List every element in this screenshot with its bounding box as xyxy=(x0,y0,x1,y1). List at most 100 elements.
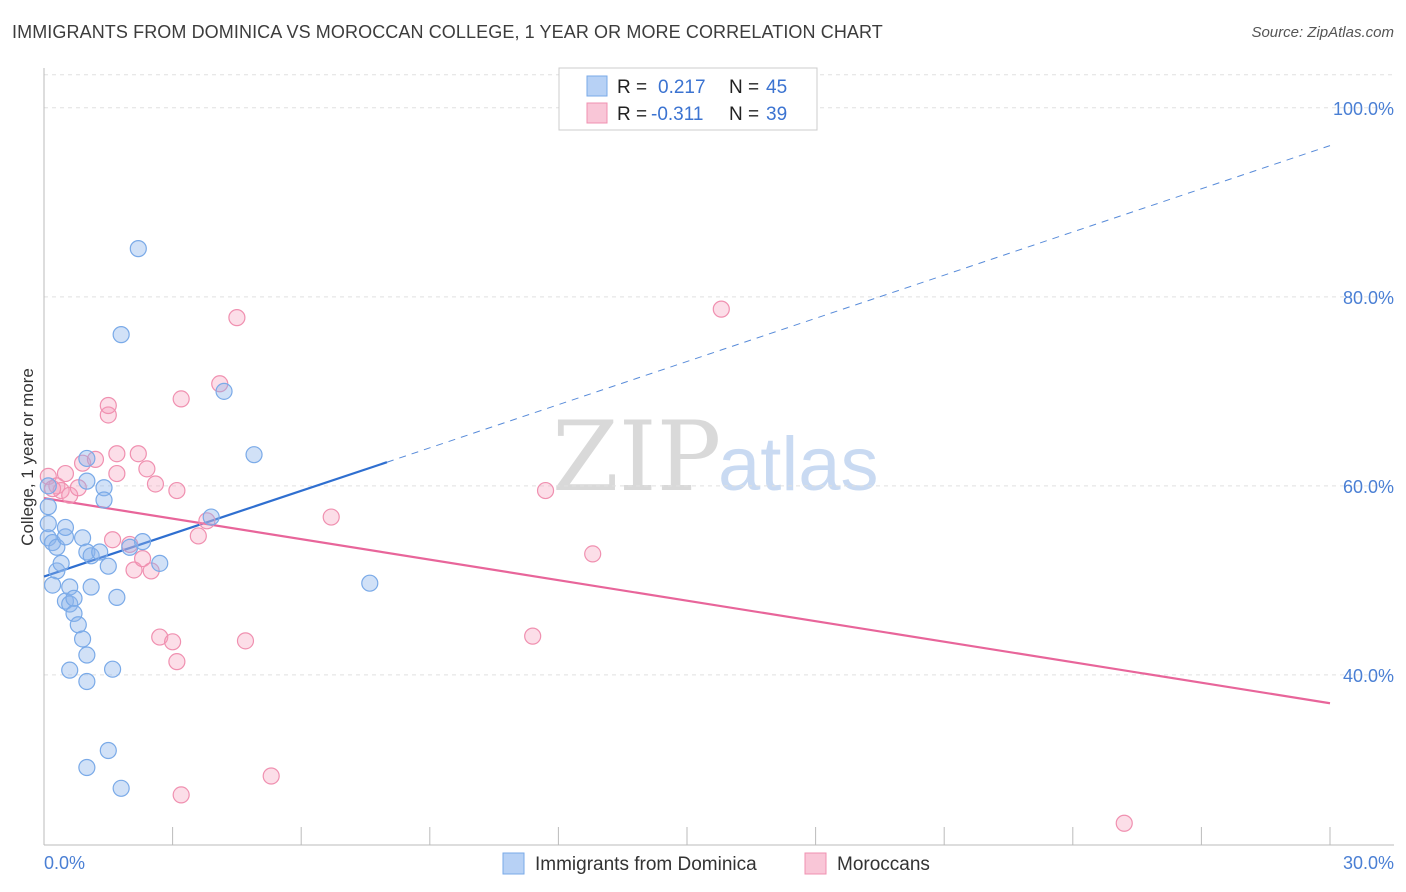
legend-n-value-pink: 39 xyxy=(766,104,787,125)
point-moroccans-36 xyxy=(712,300,730,318)
legend-n-label-blue: N = xyxy=(729,77,759,98)
point-dominica-44 xyxy=(39,477,57,495)
point-moroccans-17 xyxy=(138,460,156,478)
point-dominica-26 xyxy=(99,557,117,575)
trend-line-dominica-extension xyxy=(386,145,1331,463)
point-dominica-19 xyxy=(82,547,100,565)
legend-swatch-pink xyxy=(586,102,608,124)
point-moroccans-3 xyxy=(56,464,75,483)
point-moroccans-14 xyxy=(125,561,143,579)
point-dominica-21 xyxy=(78,449,96,468)
point-dominica-31 xyxy=(103,660,122,678)
legend-r-label-pink: R = xyxy=(617,104,647,125)
legend-r-label-blue: R = xyxy=(617,77,647,98)
y-tick-labels: 40.0% 60.0% 80.0% 100.0% xyxy=(1333,99,1394,686)
point-moroccans-20 xyxy=(151,628,169,646)
point-moroccans-24 xyxy=(172,390,190,408)
gridlines xyxy=(44,74,1394,676)
point-dominica-36 xyxy=(112,326,130,344)
point-dominica-12 xyxy=(65,604,83,623)
trend-lines xyxy=(43,145,1331,705)
point-dominica-37 xyxy=(112,779,130,797)
axes xyxy=(43,68,1394,846)
point-dominica-39 xyxy=(99,741,117,760)
chart-title: IMMIGRANTS FROM DOMINICA VS MOROCCAN COL… xyxy=(12,22,883,42)
point-dominica-23 xyxy=(91,543,109,561)
point-dominica-29 xyxy=(78,646,96,664)
point-moroccans-7 xyxy=(86,450,105,468)
source-label: Source: ZipAtlas.com xyxy=(1251,24,1394,41)
y-tick-label-40: 40.0% xyxy=(1343,666,1394,686)
x-tick-label-min: 0.0% xyxy=(44,853,85,873)
point-dominica-20 xyxy=(82,578,100,596)
watermark-zip: ZIP xyxy=(552,401,721,513)
point-moroccans-37 xyxy=(1115,814,1133,832)
watermark-atlas: atlas xyxy=(718,422,879,507)
legend-n-label-pink: N = xyxy=(729,104,759,125)
point-moroccans-31 xyxy=(322,508,340,526)
point-moroccans-5 xyxy=(69,479,87,497)
trend-line-moroccans xyxy=(43,497,1331,705)
trend-line-dominica xyxy=(43,461,388,578)
point-dominica-13 xyxy=(65,589,83,607)
point-dominica-35 xyxy=(129,240,147,258)
point-dominica-17 xyxy=(73,529,92,547)
watermark: ZIP atlas xyxy=(552,401,879,513)
point-dominica-15 xyxy=(73,630,92,648)
series-legend-swatch-moroccans xyxy=(804,852,827,875)
legend-r-value-blue: 0.217 xyxy=(658,77,706,98)
point-dominica-30 xyxy=(108,588,126,606)
point-moroccans-33 xyxy=(524,627,542,645)
point-moroccans-10 xyxy=(103,531,122,549)
legend-swatch-blue xyxy=(586,75,608,97)
series-legend: Immigrants from Dominica Moroccans xyxy=(502,852,930,875)
point-dominica-22 xyxy=(78,472,96,490)
point-dominica-1 xyxy=(39,515,57,533)
point-dominica-33 xyxy=(133,533,152,551)
point-dominica-16 xyxy=(56,518,75,537)
point-dominica-0 xyxy=(39,498,57,516)
y-tick-label-100: 100.0% xyxy=(1333,99,1394,119)
point-moroccans-35 xyxy=(584,545,602,563)
point-moroccans-12 xyxy=(108,445,126,463)
series-legend-swatch-dominica xyxy=(502,852,525,875)
y-axis-label: College, 1 year or more xyxy=(18,368,37,546)
legend-n-value-blue: 45 xyxy=(766,77,787,98)
series-legend-label-dominica: Immigrants from Dominica xyxy=(535,854,757,875)
series-legend-label-moroccans: Moroccans xyxy=(837,854,930,875)
point-dominica-28 xyxy=(61,661,79,679)
point-moroccans-15 xyxy=(129,445,147,463)
point-moroccans-19 xyxy=(146,475,165,493)
point-moroccans-34 xyxy=(536,481,555,500)
point-moroccans-25 xyxy=(189,527,207,545)
point-moroccans-23 xyxy=(168,481,186,500)
point-dominica-42 xyxy=(245,446,263,464)
scatter-points xyxy=(39,240,1133,832)
point-dominica-14 xyxy=(69,616,87,634)
point-dominica-6 xyxy=(43,576,62,594)
legend-r-value-pink: -0.311 xyxy=(651,104,703,125)
point-dominica-24 xyxy=(95,479,113,497)
point-dominica-43 xyxy=(361,574,379,592)
point-moroccans-32 xyxy=(172,786,190,804)
point-dominica-7 xyxy=(52,554,70,572)
point-moroccans-11 xyxy=(108,464,126,483)
point-moroccans-28 xyxy=(228,309,246,327)
point-dominica-11 xyxy=(61,578,79,596)
point-dominica-8 xyxy=(56,528,75,546)
point-dominica-27 xyxy=(78,672,96,691)
point-dominica-34 xyxy=(151,554,169,572)
stats-legend: R = 0.217 N = 45 R = -0.311 N = 39 xyxy=(558,67,818,131)
point-moroccans-29 xyxy=(236,632,255,650)
x-tick-label-max: 30.0% xyxy=(1343,853,1394,873)
point-moroccans-30 xyxy=(262,767,280,785)
point-dominica-38 xyxy=(78,758,96,777)
y-tick-label-80: 80.0% xyxy=(1343,288,1394,308)
point-moroccans-16 xyxy=(133,550,152,568)
point-dominica-25 xyxy=(95,491,113,509)
y-tick-label-60: 60.0% xyxy=(1343,477,1394,497)
point-moroccans-8 xyxy=(99,406,117,424)
x-ticks xyxy=(172,827,1331,845)
point-moroccans-9 xyxy=(99,396,117,415)
